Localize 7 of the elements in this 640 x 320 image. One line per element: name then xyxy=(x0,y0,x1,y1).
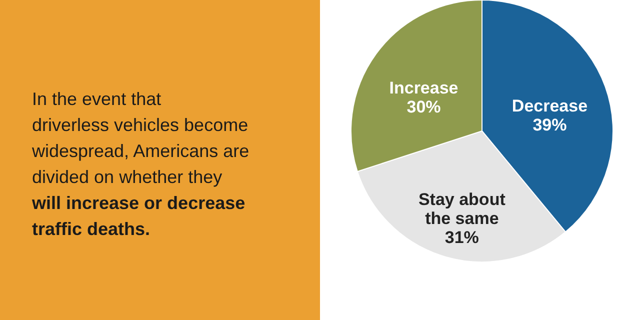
slice-label: Stay about the same xyxy=(418,190,506,228)
text: will increase or decrease traffic deaths. xyxy=(31,193,246,239)
slice-label: Decrease xyxy=(512,96,588,116)
data-label: 30% xyxy=(406,98,441,117)
slice-label: Increase xyxy=(389,78,458,98)
data-label: 31% xyxy=(444,228,479,248)
data-label: 39% xyxy=(532,116,567,135)
